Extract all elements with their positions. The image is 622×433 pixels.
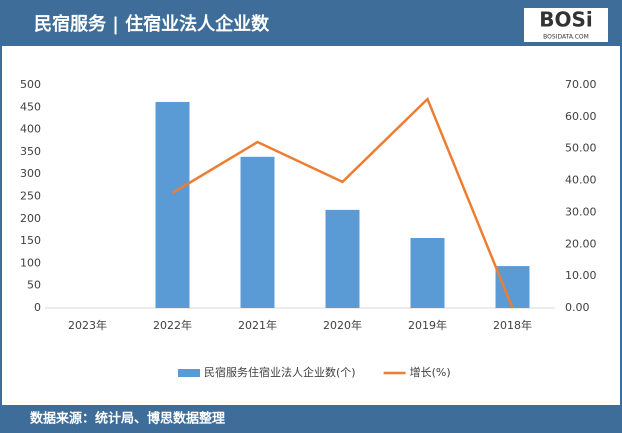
y2-tick-label: 60.00 [565,110,597,123]
y-tick-label: 300 [20,167,41,180]
bar [325,209,360,308]
source: 数据来源：统计局、博思数据整理 [30,411,225,427]
x-tick-label: 2021年 [238,318,277,332]
bar [155,101,190,308]
bar [495,266,530,308]
logo: BOSi [539,8,593,32]
x-tick-label: 2019年 [408,318,447,332]
x-tick-label: 2023年 [68,318,107,332]
y2-tick-label: 50.00 [565,142,597,155]
y-tick-label: 500 [20,78,41,91]
y2-tick-label: 10.00 [565,269,597,282]
x-tick-label: 2020年 [323,318,362,332]
y-tick-label: 150 [20,234,41,247]
y-tick-label: 100 [20,256,41,269]
y2-tick-label: 20.00 [565,237,597,250]
y-tick-label: 200 [20,212,41,225]
y-tick-label: 0 [34,301,41,314]
bar [240,156,275,308]
y-tick-label: 450 [20,100,41,113]
y2-tick-label: 40.00 [565,174,597,187]
y2-tick-label: 0.00 [565,301,590,314]
x-tick-label: 2018年 [493,318,532,332]
legend-swatch [178,369,200,377]
legend-label: 增长(%) [410,365,451,379]
bar [410,237,445,308]
header-bar [0,0,622,46]
y2-tick-label: 70.00 [565,78,597,91]
y-tick-label: 400 [20,123,41,136]
legend-label: 民宿服务住宿业法人企业数(个) [204,365,356,379]
y-tick-label: 350 [20,145,41,158]
x-tick-label: 2022年 [153,318,192,332]
logo-sub: BOSIDATA.COM [543,34,589,41]
logo-box [524,8,608,42]
line [171,96,514,309]
footer-bar [0,405,622,433]
y-tick-label: 250 [20,190,41,203]
chart-title: 民宿服务 | 住宿业法人企业数 [34,13,270,35]
y2-tick-label: 30.00 [565,205,597,218]
y-tick-label: 50 [27,279,41,292]
